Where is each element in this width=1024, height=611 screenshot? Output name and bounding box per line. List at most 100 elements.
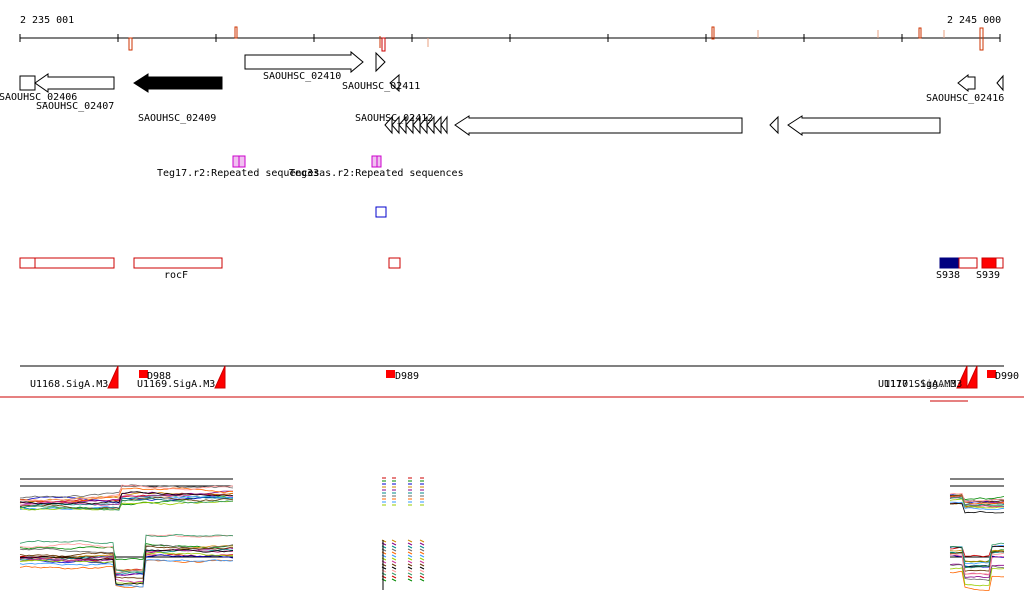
variant-tick[interactable] <box>918 27 922 39</box>
d988-marker[interactable] <box>139 370 148 378</box>
u1171-marker[interactable] <box>966 365 978 389</box>
expression-profile-line <box>949 546 1005 569</box>
ruler-end-label: 2 245 000 <box>947 15 1001 26</box>
expression-profiles <box>19 477 1005 591</box>
repeat-track: Teg17.r2:Repeated sequences Teg33as.r2:R… <box>157 155 464 179</box>
expression-profile-line <box>950 542 1005 569</box>
probe-mark <box>407 572 413 576</box>
ruler-start-label: 2 235 001 <box>20 15 74 26</box>
probe-mark <box>391 569 397 573</box>
d989-marker[interactable] <box>386 370 395 378</box>
gene-02411-arrow[interactable] <box>389 73 400 93</box>
expression-profile-line <box>949 494 1004 503</box>
probe-mark <box>391 548 397 552</box>
gene-02412-cluster[interactable] <box>384 115 448 135</box>
feature-track: rocF S938 S939 <box>19 257 1004 281</box>
gene-02411-label: SAOUHSC_02411 <box>342 81 420 92</box>
probe-mark <box>391 578 397 582</box>
rocF-label: rocF <box>164 270 188 281</box>
expression-profile-line <box>949 552 1005 575</box>
blue-feature-marker[interactable] <box>375 206 387 218</box>
u1168-label: U1168.SigA.M3 <box>30 379 108 390</box>
expression-panel-bottom <box>19 534 1005 591</box>
probe-mark <box>419 539 425 543</box>
probe-mark <box>407 578 413 582</box>
teg33-label: Teg33as.r2:Repeated sequences <box>289 168 464 179</box>
expression-profile-line <box>19 559 234 588</box>
s938-feature-outline[interactable] <box>958 257 978 269</box>
variant-tick[interactable] <box>381 37 386 52</box>
expression-profile-line <box>949 567 1005 587</box>
variant-tick[interactable] <box>711 26 715 40</box>
expression-profile-line <box>19 491 234 505</box>
s938-feature-filled[interactable] <box>939 257 960 269</box>
ruler-ticks <box>19 34 1001 42</box>
expression-panel-top <box>19 478 1005 514</box>
expression-profile-line <box>949 550 1005 572</box>
probe-mark <box>419 554 425 558</box>
probe-mark <box>419 563 425 567</box>
u1168-marker[interactable] <box>107 365 119 389</box>
u1169-label: U1169.SigA.M3 <box>137 379 215 390</box>
gene-small-reverse-arrow[interactable] <box>769 115 779 135</box>
s938-label: S938 <box>936 270 960 281</box>
variant-tick[interactable] <box>979 27 984 51</box>
expression-profile-line <box>949 563 1004 578</box>
variant-tick[interactable] <box>234 26 238 39</box>
gene-02416-label: SAOUHSC_02416 <box>926 93 1004 104</box>
gene-02406-arrow[interactable] <box>19 75 36 91</box>
expression-profile-line <box>19 545 233 579</box>
variant-tick[interactable] <box>128 37 133 51</box>
u1170-marker[interactable] <box>956 365 968 389</box>
teg17-label: Teg17.r2:Repeated sequences <box>157 168 320 179</box>
feature-box-mid[interactable] <box>388 257 401 269</box>
d989-label: D989 <box>395 371 419 382</box>
gene-track: SAOUHSC_02406 SAOUHSC_02407 SAOUHSC_0240… <box>0 50 1004 136</box>
s939-feature-filled[interactable] <box>981 257 997 269</box>
d990-marker[interactable] <box>987 370 996 378</box>
probe-mark <box>407 575 413 579</box>
probe-mark <box>391 560 397 564</box>
probe-mark <box>407 539 413 543</box>
gene-02410-arrow[interactable] <box>244 50 364 74</box>
gene-02410-label: SAOUHSC_02410 <box>263 71 341 82</box>
probe-mark <box>391 566 397 570</box>
probe-mark <box>407 560 413 564</box>
u1169-marker[interactable] <box>214 365 226 389</box>
expression-profile-line <box>19 552 233 584</box>
probe-mark <box>419 578 425 582</box>
probe-mark <box>407 569 413 573</box>
gene-02416-arrow[interactable] <box>957 73 976 93</box>
gene-02406-label: SAOUHSC_02406 <box>0 92 77 103</box>
s939-feature-outline[interactable] <box>995 257 1004 269</box>
gene-02409-arrow[interactable] <box>133 73 223 93</box>
gene-long-reverse-arrow-2[interactable] <box>787 115 941 136</box>
feature-box-left[interactable] <box>19 257 115 269</box>
probe-mark <box>407 563 413 567</box>
gene-02407-arrow[interactable] <box>34 73 115 93</box>
gene-right-edge-arrow[interactable] <box>996 74 1004 92</box>
probe-mark <box>407 545 413 549</box>
probe-mark <box>419 575 425 579</box>
gene-long-reverse-arrow[interactable] <box>454 115 743 136</box>
s939-label: S939 <box>976 270 1000 281</box>
probe-mark <box>391 575 397 579</box>
gene-small-forward-arrow[interactable] <box>375 51 386 73</box>
expression-profile-line <box>19 534 234 573</box>
u1170-label: U1170.SigA.M3 <box>878 379 956 390</box>
probe-mark <box>391 551 397 555</box>
expression-profile-line <box>949 495 1005 505</box>
expression-profile-line <box>19 545 233 571</box>
rocF-feature[interactable] <box>133 257 223 269</box>
probe-mark <box>407 542 413 546</box>
probe-mark <box>419 566 425 570</box>
probe-mark <box>407 566 413 570</box>
probe-mark <box>419 542 425 546</box>
expression-profile-line <box>19 549 234 585</box>
probe-mark <box>419 545 425 549</box>
d988-label: D988 <box>147 371 171 382</box>
variant-ticks <box>128 26 984 52</box>
probe-mark <box>391 572 397 576</box>
expression-profile-line <box>949 571 1005 591</box>
